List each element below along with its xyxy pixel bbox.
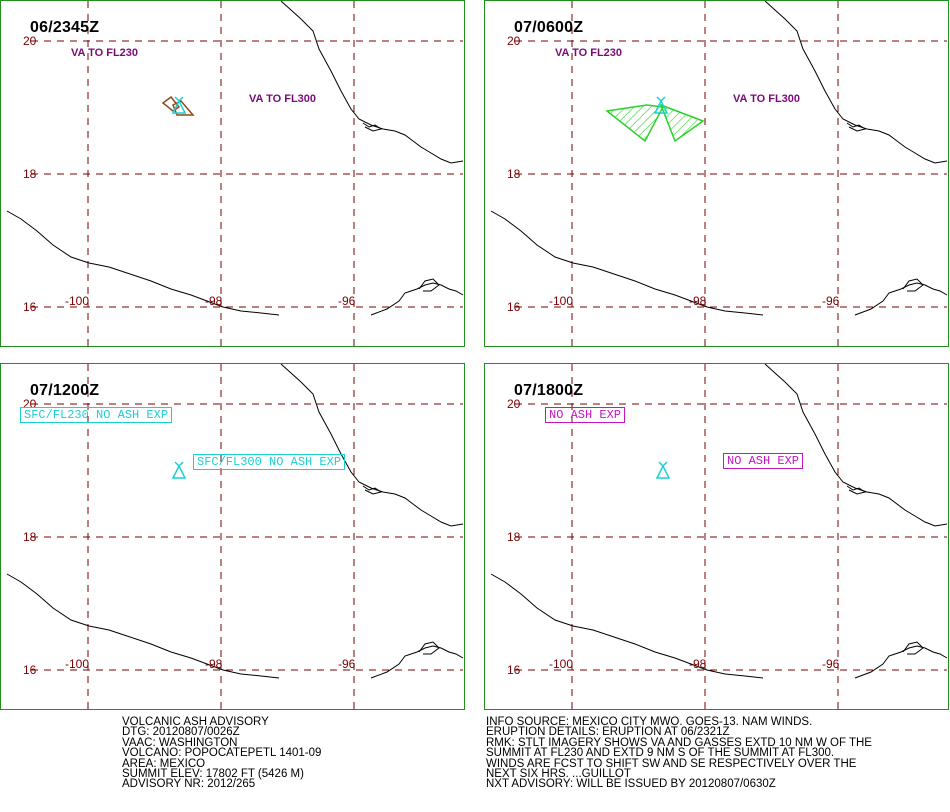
volcano-cone [655,464,671,479]
va-label-fl300: VA TO FL300 [249,93,317,105]
forecast-panel-2: 07/0600Z 20 18 16 -100 -98 -96 VA TO FL2… [484,0,949,347]
lon-label-98: -98 [205,294,223,308]
coastline-pacific [6,573,280,679]
no-ash-box-fl230: SFC/FL230 NO ASH EXP [20,407,173,423]
lat-label-16: 16 [23,663,37,677]
lon-label-100: -100 [65,294,90,308]
coast-lagoon [362,485,383,495]
lon-label-98: -98 [689,294,707,308]
volcano-icon [171,96,187,114]
advisory-line: AREA: MEXICO [122,757,206,770]
lon-label-96: -96 [822,294,840,308]
lon-label-100: -100 [549,294,574,308]
coast-bay [902,278,924,292]
panel-time: 07/1800Z [514,382,584,399]
coast-lagoon [846,122,867,132]
volcano-plume [174,461,184,468]
lon-label-98: -98 [205,657,223,671]
ash-cloud-fl300 [659,103,705,143]
ash-cloud-fl230 [161,95,181,112]
lat-label-16: 16 [507,663,521,677]
va-label-fl230: VA TO FL230 [555,47,623,59]
forecast-panel-4: 07/1800Z 20 18 16 -100 -98 -96 NO ASH EX… [484,363,949,710]
volcano-plume [656,96,666,103]
volcano-plume [174,96,184,103]
volcano-plume [658,461,668,468]
panel-time: 07/1200Z [30,382,100,399]
no-ash-box-fl300: SFC/FL300 NO ASH EXP [193,454,346,470]
coastline-pacific [490,210,764,316]
coastline-gulf [280,1,464,164]
coastline-gulf [764,1,948,164]
map-svg-3 [6,364,464,709]
lat-label-18: 18 [23,530,37,544]
info-line: RMK: STLT IMAGERY SHOWS VA AND GASSES EX… [486,736,872,749]
advisory-line: ADVISORY NR: 2012/265 [122,778,256,791]
coastline-isthmus [370,645,464,679]
coastline-gulf [764,364,948,527]
advisory-line: VOLCANIC ASH ADVISORY [122,716,269,728]
coastline-gulf [280,364,464,527]
lon-label-100: -100 [549,657,574,671]
advisory-line: DTG: 20120807/0026Z [122,726,240,739]
lat-label-20: 20 [23,34,37,48]
volcano-cone [653,99,669,114]
coastline-isthmus [854,645,948,679]
lat-label-18: 18 [507,167,521,181]
lon-label-98: -98 [689,657,707,671]
va-label-fl230: VA TO FL230 [71,47,139,59]
info-line: ERUPTION DETAILS: ERUPTION AT 06/2321Z [486,726,730,739]
lon-label-100: -100 [65,657,90,671]
lon-label-96: -96 [338,657,356,671]
advisory-info: INFO SOURCE: MEXICO CITY MWO. GOES-13. N… [486,716,872,791]
coastline-pacific [6,210,280,316]
advisory-line: VAAC: WASHINGTON [122,736,238,749]
lat-label-20: 20 [507,397,521,411]
lat-label-18: 18 [507,530,521,544]
info-line: INFO SOURCE: MEXICO CITY MWO. GOES-13. N… [486,716,813,728]
lat-label-16: 16 [507,300,521,314]
lat-label-20: 20 [507,34,521,48]
va-label-fl300: VA TO FL300 [733,93,801,105]
coast-lagoon [846,485,867,495]
advisory-header: VOLCANIC ASH ADVISORY DTG: 20120807/0026… [122,716,322,791]
advisory-line: VOLCANO: POPOCATEPETL 1401-09 [122,747,322,760]
volcano-icon [653,96,669,114]
ash-cloud-fl230 [605,104,665,143]
volcano-icon [171,461,187,479]
volcano-cone [171,99,187,114]
lat-label-16: 16 [23,300,37,314]
coast-bay [418,278,440,292]
coastline-isthmus [854,282,948,316]
coastline-pacific [490,573,764,679]
coast-lagoon [362,122,383,132]
lat-label-18: 18 [23,167,37,181]
coastline-isthmus [370,282,464,316]
no-ash-box-fl300: NO ASH EXP [723,453,804,469]
lon-label-96: -96 [822,657,840,671]
info-line: WINDS ARE FCST TO SHIFT SW AND SE RESPEC… [486,757,857,770]
coast-bay [902,641,924,655]
map-svg-4 [490,364,948,709]
volcano-icon [655,461,671,479]
advisory-line: SUMMIT ELEV: 17802 FT (5426 M) [122,768,304,781]
info-line: SUMMIT AT FL230 AND EXTD 9 NM S OF THE S… [486,747,835,760]
volcano-cone [171,464,187,479]
coast-bay [418,641,440,655]
map-svg-2 [490,1,948,346]
no-ash-box-fl230: NO ASH EXP [545,407,626,423]
panel-time: 06/2345Z [30,19,100,36]
info-line: NEXT SIX HRS. ...GUILLOT [486,768,631,781]
lon-label-96: -96 [338,294,356,308]
forecast-panel-3: 07/1200Z 20 18 16 -100 -98 -96 SFC/FL230… [0,363,465,710]
forecast-panel-1: 06/2345Z 20 18 16 -100 -98 -96 VA TO FL2… [0,0,465,347]
info-line: NXT ADVISORY: WILL BE ISSUED BY 20120807… [486,778,776,791]
map-svg-1 [6,1,464,346]
panel-time: 07/0600Z [514,19,584,36]
